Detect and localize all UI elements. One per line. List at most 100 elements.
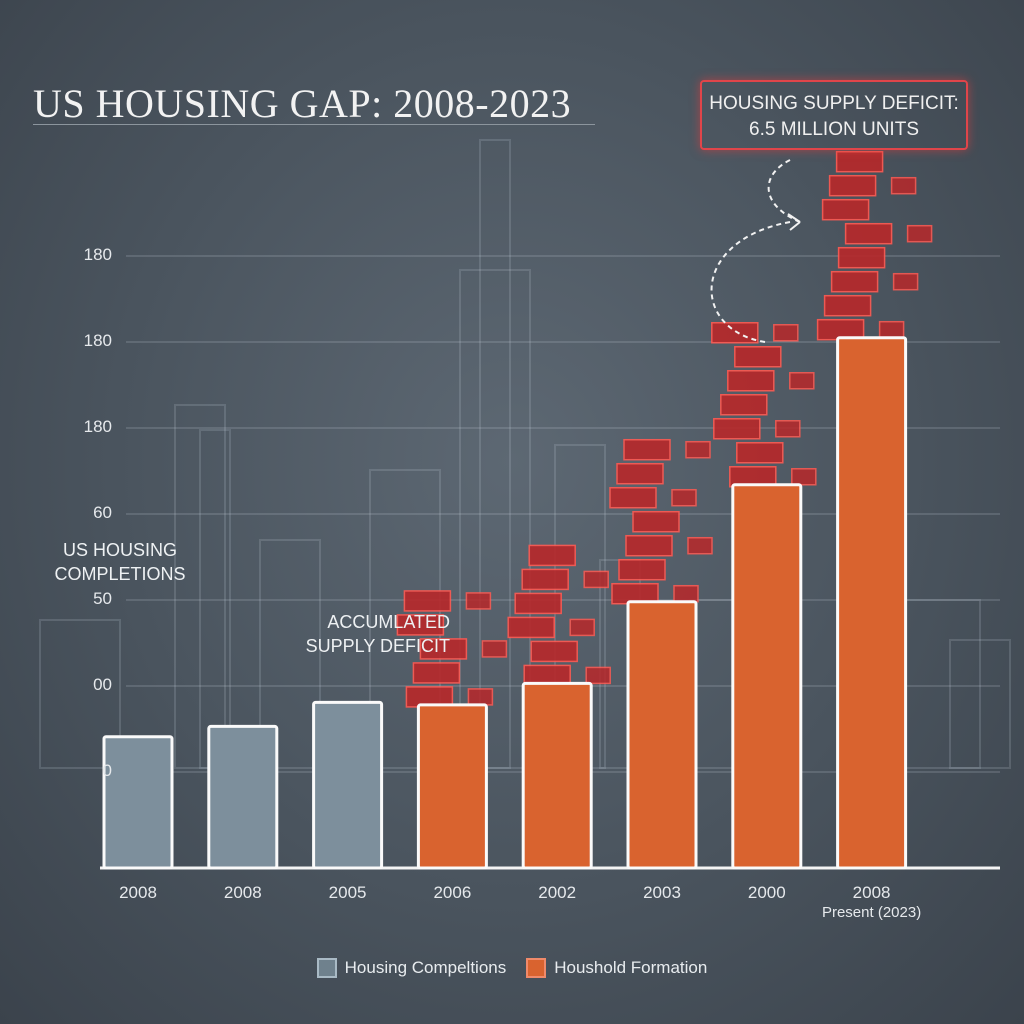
x-tick-label: 2002 <box>502 883 612 903</box>
skyline-building <box>899 599 981 769</box>
deficit-brick <box>791 468 817 486</box>
deficit-callout: HOUSING SUPPLY DEFICIT: 6.5 MILLION UNIT… <box>700 80 968 150</box>
deficit-brick <box>685 440 711 459</box>
legend-label-formation: Houshold Formation <box>554 958 708 977</box>
y-tick-label: 00 <box>93 675 112 694</box>
deficit-brick <box>528 544 576 567</box>
x-tick-year: 2008 <box>119 883 157 902</box>
title-underline <box>33 124 595 125</box>
legend-label-completions: Housing Compeltions <box>344 958 507 977</box>
deficit-brick <box>419 638 468 660</box>
x-tick-year: 2002 <box>538 883 577 902</box>
deficit-brick <box>609 486 657 509</box>
bar-formation <box>731 483 803 870</box>
deficit-brick <box>673 584 699 603</box>
deficit-brick <box>892 272 919 291</box>
deficit-brick <box>789 372 815 390</box>
deficit-brick <box>465 592 492 610</box>
skyline-building <box>39 619 121 769</box>
deficit-brick <box>616 462 664 485</box>
deficit-brick <box>821 198 870 221</box>
callout-line-2: 6.5 MILLION UNITS <box>749 119 919 140</box>
x-tick-label: 2005 <box>293 883 403 903</box>
deficit-brick <box>844 222 893 245</box>
deficit-annotation-line-1: ACCUMLATED <box>327 612 450 632</box>
deficit-brick <box>837 246 886 269</box>
deficit-brick <box>727 370 775 392</box>
x-tick-year: 2008 <box>223 883 262 902</box>
deficit-brick <box>734 346 782 368</box>
x-tick-year: 2008 <box>852 883 891 902</box>
deficit-brick <box>618 558 666 581</box>
skyline-building <box>259 539 321 769</box>
x-tick-year: 2003 <box>643 883 681 902</box>
deficit-brick <box>467 688 494 706</box>
y-tick-label: 60 <box>93 503 112 522</box>
bar-formation <box>521 681 593 870</box>
x-tick-label: 2008 <box>188 883 298 903</box>
deficit-brick <box>403 590 452 612</box>
deficit-brick <box>625 534 673 557</box>
y-side-label: US HOUSING COMPLETIONS <box>50 538 190 586</box>
deficit-brick <box>711 322 759 344</box>
legend-swatch-formation <box>526 958 547 978</box>
deficit-brick <box>828 174 877 197</box>
deficit-brick <box>530 640 578 663</box>
skyline-building <box>174 404 226 769</box>
bar-formation <box>416 703 488 870</box>
x-tick-label: 2006 <box>397 883 507 903</box>
x-tick-label: 2008 Present (2023) <box>817 883 927 923</box>
x-tick-label: 2008 <box>83 883 193 903</box>
x-tick-year: 2005 <box>328 883 367 902</box>
deficit-brick <box>713 418 761 440</box>
skyline-building <box>459 269 531 769</box>
deficit-brick <box>583 570 609 589</box>
deficit-brick <box>835 150 884 173</box>
deficit-brick <box>632 510 680 533</box>
deficit-brick <box>687 536 713 555</box>
deficit-brick <box>773 324 799 342</box>
deficit-brick <box>906 224 933 243</box>
chart-title: US HOUSING GAP: 2008-2023 <box>33 81 572 126</box>
y-side-label-line-1: US HOUSING <box>62 540 177 560</box>
callout-arrowhead-icon <box>787 213 801 231</box>
deficit-brick <box>823 294 872 317</box>
y-tick-label: 180 <box>83 331 112 350</box>
legend-swatch-completions <box>316 958 337 978</box>
x-tick-year: 2006 <box>433 883 472 902</box>
legend-item-formation: Houshold Formation <box>526 958 707 978</box>
deficit-brick <box>396 614 445 636</box>
callout-line-1: HOUSING SUPPLY DEFICIT: <box>709 93 959 114</box>
deficit-annotation: ACCUMLATED SUPPLY DEFICIT <box>300 610 450 658</box>
deficit-brick <box>412 662 461 684</box>
skyline-building <box>949 639 1011 769</box>
bar-formation <box>626 600 698 870</box>
deficit-brick <box>830 270 879 293</box>
x-tick-sublabel: Present (2023) <box>821 904 922 921</box>
y-tick-label: 180 <box>83 245 112 264</box>
deficit-brick <box>514 592 562 615</box>
bar-completions <box>207 724 279 870</box>
deficit-brick <box>481 640 508 658</box>
y-tick-label: 0 <box>102 761 112 780</box>
deficit-brick <box>720 394 768 416</box>
x-tick-label: 2000 <box>712 883 822 903</box>
legend: Housing Compeltions Houshold Formation <box>0 958 1024 978</box>
skyline-building <box>479 139 511 769</box>
callout-arrow <box>767 159 801 223</box>
bar-completions <box>102 735 174 870</box>
x-tick-year: 2000 <box>747 883 786 902</box>
y-tick-label: 180 <box>83 417 112 436</box>
deficit-brick <box>569 618 595 637</box>
x-tick-label: 2003 <box>607 883 717 903</box>
deficit-brick <box>890 176 917 195</box>
bar-completions <box>312 700 384 870</box>
deficit-brick <box>736 442 784 464</box>
deficit-brick <box>671 488 697 507</box>
deficit-annotation-line-2: SUPPLY DEFICIT <box>305 636 450 656</box>
deficit-brick <box>623 438 671 461</box>
bar-formation <box>836 336 908 870</box>
deficit-brick <box>507 616 555 639</box>
deficit-brick <box>585 666 611 685</box>
